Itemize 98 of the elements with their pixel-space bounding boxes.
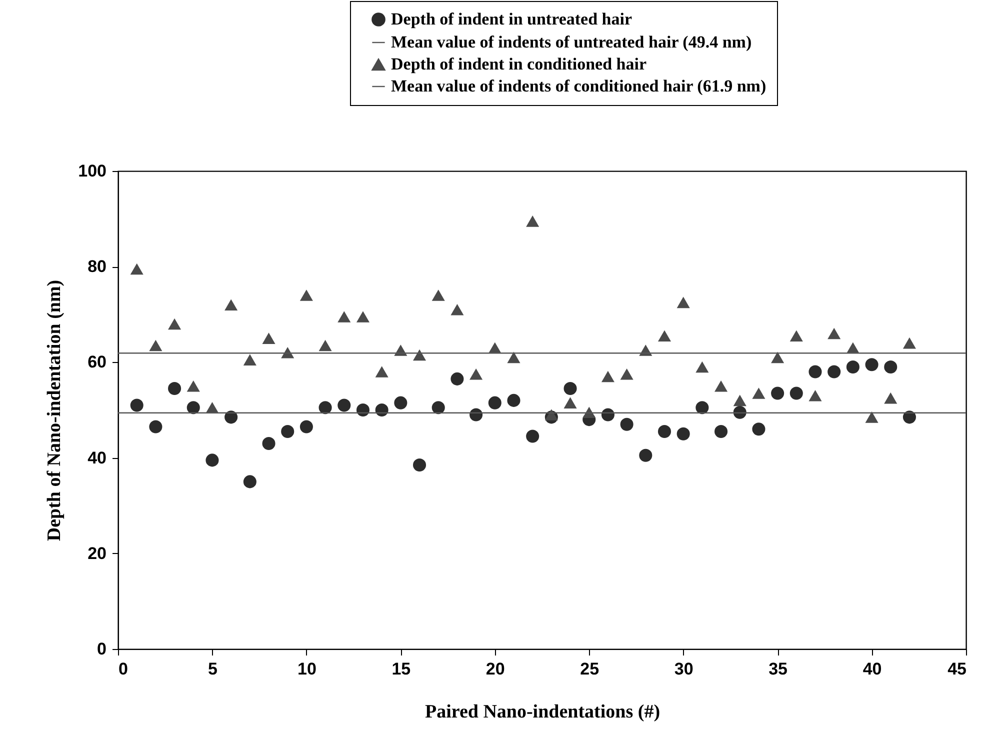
point — [790, 386, 803, 400]
point — [714, 425, 728, 438]
point — [658, 330, 672, 342]
point — [582, 406, 596, 418]
point — [186, 401, 200, 414]
point — [412, 458, 426, 472]
point — [676, 427, 690, 440]
point — [338, 398, 351, 412]
point — [450, 304, 464, 316]
point — [696, 361, 709, 373]
point — [714, 380, 728, 392]
x-tick-label: 30 — [674, 660, 694, 678]
point — [828, 365, 841, 378]
point — [526, 430, 540, 443]
point — [262, 332, 276, 344]
point — [149, 420, 162, 434]
point — [639, 448, 652, 462]
point — [318, 401, 332, 414]
y-tick-label: 80 — [88, 257, 106, 276]
point — [564, 397, 577, 408]
point — [564, 382, 577, 395]
y-tick-label: 40 — [88, 448, 106, 468]
point — [846, 360, 860, 374]
point — [752, 422, 766, 436]
point — [771, 352, 784, 364]
point — [130, 398, 144, 412]
legend-label: Depth of indent in untreated hair — [391, 10, 632, 28]
point — [281, 425, 294, 438]
point — [658, 425, 672, 438]
point — [243, 354, 256, 366]
point — [338, 311, 351, 322]
point — [828, 328, 841, 340]
point — [507, 394, 520, 407]
point — [865, 412, 878, 423]
point — [752, 388, 766, 399]
point — [130, 263, 144, 275]
point — [902, 337, 916, 349]
point — [262, 436, 276, 450]
x-tick-label: 25 — [580, 660, 600, 678]
point — [375, 366, 388, 378]
point — [432, 401, 445, 414]
point — [488, 396, 502, 410]
point — [470, 368, 483, 380]
legend-label: Mean value of indents of untreated hair (49.4 nm) — [391, 32, 752, 52]
point — [771, 386, 784, 400]
point — [224, 299, 238, 310]
point — [300, 420, 313, 434]
y-tick-label: 0 — [97, 640, 106, 658]
point — [601, 408, 614, 422]
x-tick-label: 40 — [862, 660, 882, 678]
point — [544, 409, 558, 420]
point — [884, 360, 898, 374]
point — [375, 403, 388, 417]
point — [507, 352, 520, 364]
point — [394, 396, 408, 410]
x-tick-label: 5 — [208, 660, 218, 678]
x-tick-label: 35 — [768, 660, 788, 678]
point — [281, 346, 294, 358]
x-tick-label: 15 — [392, 660, 411, 678]
y-axis-title: Depth of Nano-indentation (nm) — [44, 280, 66, 542]
point — [865, 358, 878, 372]
point — [168, 318, 182, 330]
point — [432, 290, 445, 301]
point — [526, 216, 540, 227]
point — [149, 340, 162, 352]
point — [620, 368, 634, 380]
point — [243, 475, 256, 488]
point — [620, 418, 634, 431]
point — [808, 390, 822, 402]
x-tick-label: 45 — [948, 660, 966, 678]
point — [790, 330, 803, 342]
point — [168, 382, 182, 395]
point — [733, 394, 746, 406]
point — [356, 403, 370, 417]
point — [450, 372, 464, 386]
y-tick-label: 60 — [88, 352, 106, 372]
point — [808, 365, 822, 378]
y-tick-label: 100 — [78, 162, 106, 180]
x-tick-label: 10 — [297, 660, 316, 678]
x-tick-label: 0 — [118, 660, 128, 678]
point — [206, 454, 219, 467]
point — [676, 296, 690, 308]
point — [733, 406, 746, 419]
point — [601, 370, 614, 382]
point — [356, 311, 370, 322]
point — [884, 392, 898, 404]
y-tick-label: 20 — [88, 544, 106, 563]
x-axis-title: Paired Nano-indentations (#) — [424, 702, 660, 722]
point — [318, 340, 332, 352]
point — [300, 290, 313, 301]
legend-label: Depth of indent in conditioned hair — [391, 54, 647, 74]
x-tick-label: 20 — [486, 660, 505, 678]
point — [902, 410, 916, 424]
point — [412, 349, 426, 361]
point — [696, 401, 709, 414]
legend-label: Mean value of indents of conditioned hair (61.9 nm) — [391, 76, 766, 96]
point — [224, 410, 238, 424]
point — [186, 380, 200, 392]
